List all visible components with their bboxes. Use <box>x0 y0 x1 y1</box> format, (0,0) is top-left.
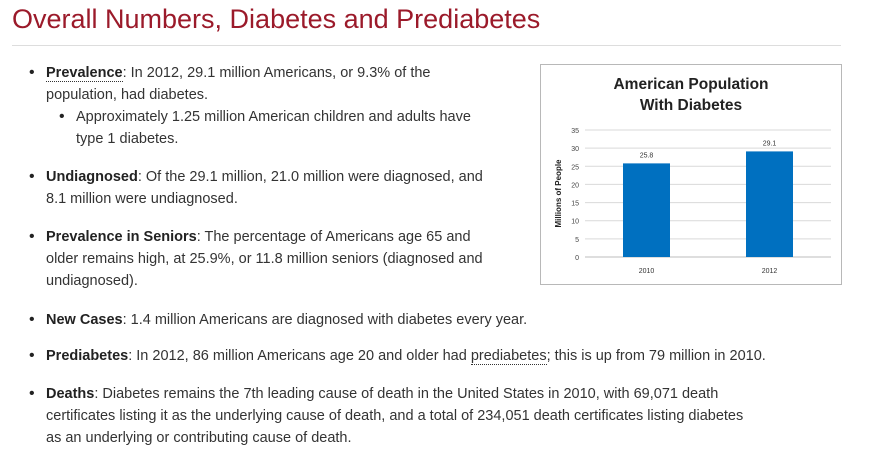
prevalence-text-2: population, had diabetes. <box>46 87 209 103</box>
list-item-prevalence: Prevalence: In 2012, 29.1 million Americ… <box>29 62 526 106</box>
seniors-text-1: : The percentage of Americans age 65 and <box>196 229 471 245</box>
y-tick-label-15: 15 <box>571 201 579 208</box>
chart-title-line2: With Diabetes <box>639 97 743 114</box>
deaths-term: Deaths <box>46 386 95 402</box>
data-label-2012: 29.1 <box>763 140 777 147</box>
bar-2012 <box>746 151 793 257</box>
prevalence-term[interactable]: Prevalence <box>46 65 123 82</box>
prediabetes-text-before: : In 2012, 86 million Americans age 20 a… <box>128 348 471 364</box>
list-item-undiagnosed: Undiagnosed: Of the 29.1 million, 21.0 m… <box>29 166 526 210</box>
diabetes-chart: American Population With Diabetes 0 5 10 15… <box>540 64 842 285</box>
chart-title: American Population With Diabetes <box>541 74 841 116</box>
new-cases-term: New Cases <box>46 312 123 328</box>
undiagnosed-text-2: 8.1 million were undiagnosed. <box>46 191 238 207</box>
list-item-deaths: Deaths: Diabetes remains the 7th leading… <box>29 383 856 449</box>
prediabetes-link[interactable]: prediabetes <box>470 348 547 365</box>
seniors-text-3: undiagnosed). <box>46 273 138 289</box>
y-tick-label-10: 10 <box>571 219 579 226</box>
list-item-new-cases: New Cases: 1.4 million Americans are dia… <box>29 309 846 331</box>
type1-text-1: Approximately 1.25 million American chil… <box>76 109 471 125</box>
seniors-text-2: older remains high, at 25.9%, or 11.8 mi… <box>46 251 483 267</box>
chart-title-line1: American Population <box>613 76 769 93</box>
data-label-2010: 25.8 <box>640 152 654 159</box>
prevalence-text-1: : In 2012, 29.1 million Americans, or 9.… <box>122 65 431 81</box>
prediabetes-text-after: ; this is up from 79 million in 2010. <box>546 348 766 364</box>
list-item-seniors: Prevalence in Seniors: The percentage of… <box>29 226 526 292</box>
title-divider <box>12 45 841 46</box>
undiagnosed-term: Undiagnosed <box>46 169 138 185</box>
list-item-type1: Approximately 1.25 million American chil… <box>59 106 536 150</box>
y-tick-label-25: 25 <box>571 164 579 171</box>
prediabetes-term: Prediabetes <box>46 348 129 364</box>
y-tick-label-30: 30 <box>571 146 579 153</box>
deaths-text-3: as an underlying or contributing cause o… <box>46 430 352 446</box>
y-tick-label-35: 35 <box>571 128 579 135</box>
list-item-prediabetes: Prediabetes: In 2012, 86 million America… <box>29 345 856 367</box>
y-tick-label-5: 5 <box>575 237 579 244</box>
bar-2010 <box>623 163 670 257</box>
deaths-text-1: : Diabetes remains the 7th leading cause… <box>94 386 719 402</box>
y-tick-label-0: 0 <box>575 255 579 262</box>
x-tick-label-2010: 2010 <box>639 268 655 275</box>
y-axis-label: Millions of People <box>554 159 563 228</box>
x-tick-label-2012: 2012 <box>762 268 778 275</box>
chart-plot: 0 5 10 15 20 25 30 35 Millions of People 25.8 2010… <box>554 128 831 275</box>
seniors-term: Prevalence in Seniors <box>46 229 197 245</box>
undiagnosed-text-1: : Of the 29.1 million, 21.0 million were… <box>137 169 483 185</box>
page-title: Overall Numbers, Diabetes and Prediabete… <box>12 4 541 34</box>
deaths-text-2: certificates listing it as the underlyin… <box>46 408 744 424</box>
new-cases-text: : 1.4 million Americans are diagnosed wi… <box>122 312 528 328</box>
type1-text-2: type 1 diabetes. <box>76 131 179 147</box>
y-tick-label-20: 20 <box>571 182 579 189</box>
